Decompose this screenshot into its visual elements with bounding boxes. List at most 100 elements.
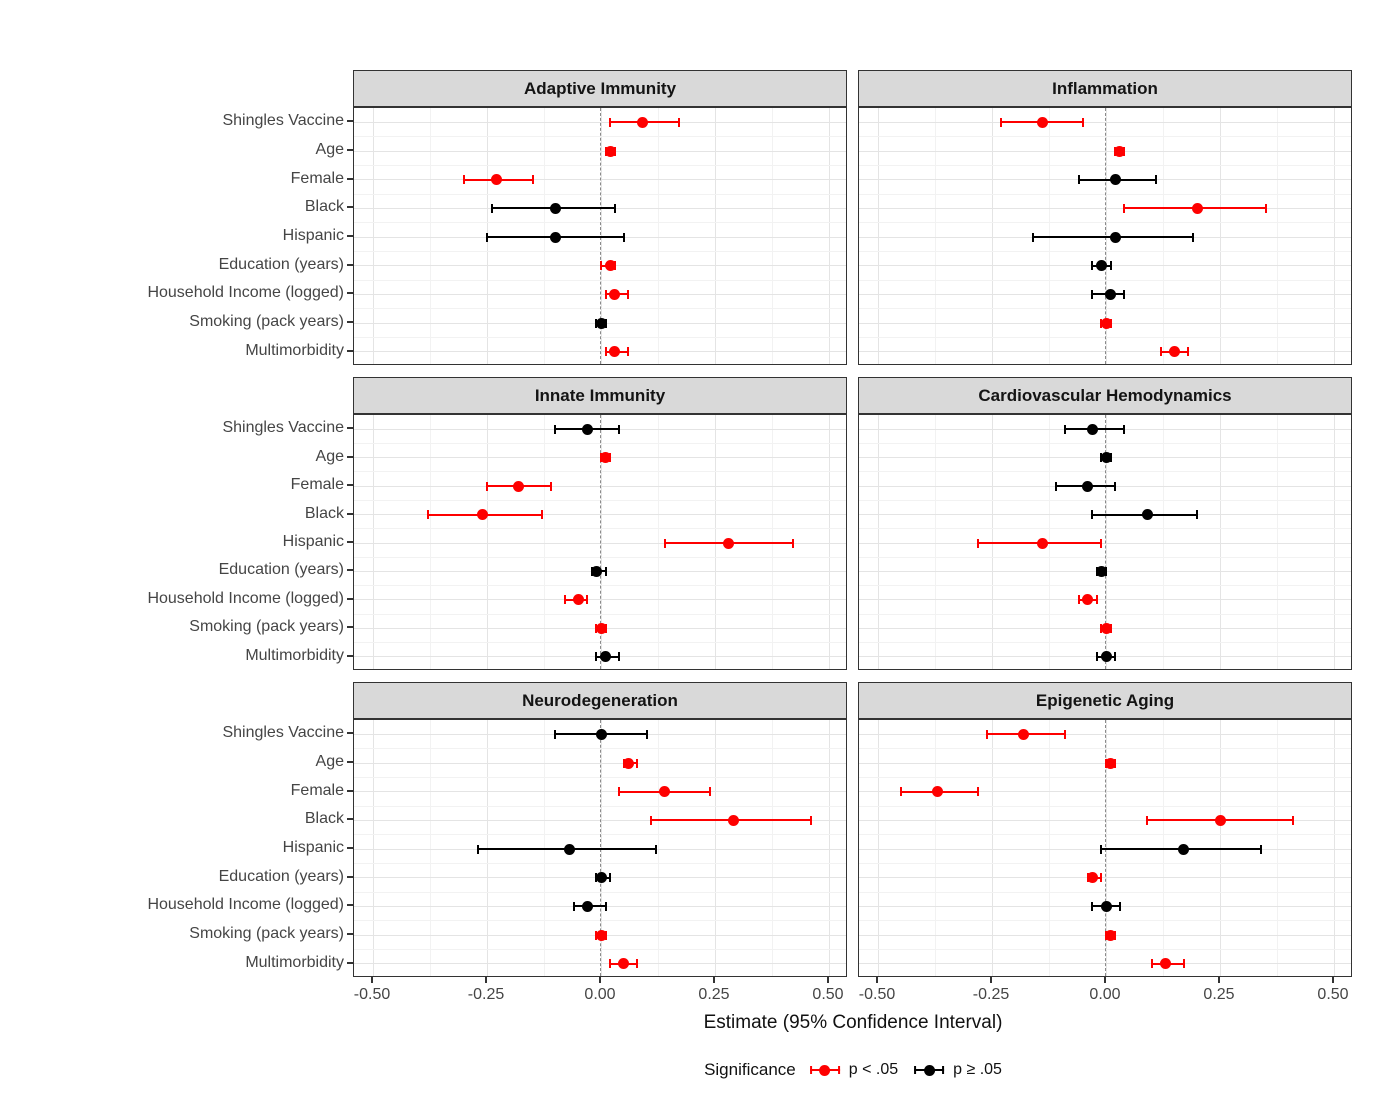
gridline-horizontal-minor [354,642,846,644]
y-axis-tick [347,818,353,821]
gridline-horizontal-minor [859,862,1351,864]
estimate-point [1086,872,1098,884]
ci-cap-high [627,347,630,357]
gridline-vertical-major [828,415,830,669]
ci-cap-low [572,901,575,911]
x-tick-label: 0.50 [812,986,844,1003]
estimate-point [723,537,735,549]
gridline-vertical-major [877,720,879,976]
ci-cap-low [1091,510,1094,520]
estimate-point [1086,423,1098,435]
estimate-point [931,786,943,798]
facet-title: Cardiovascular Hemodynamics [978,385,1232,405]
gridline-horizontal-major [354,485,846,487]
gridline-vertical-major [714,720,716,976]
facet-panel-neurodegeneration [353,719,847,977]
ci-cap-high [618,652,621,662]
gridline-horizontal-minor [859,279,1351,281]
ci-cap-low [600,261,602,271]
x-tick-label: -0.25 [467,986,505,1003]
x-axis-tick [1218,977,1220,983]
estimate-point [1100,900,1112,912]
x-axis-title: Estimate (95% Confidence Interval) [703,1012,1003,1033]
estimate-point [1095,565,1107,577]
gridline-horizontal-minor [859,250,1351,252]
ci-cap-high [604,566,607,576]
estimate-point [595,872,607,884]
gridline-horizontal-major [859,819,1351,821]
y-axis-tick [347,484,353,487]
y-axis-tick [347,292,353,295]
x-axis-tick [827,977,829,983]
estimate-point [549,202,561,214]
y-axis-tick [347,933,353,935]
gridline-horizontal-minor [354,556,846,558]
gridline-vertical-major [877,108,879,364]
x-tick-label: -0.25 [972,986,1010,1003]
ci-cap-high [677,117,680,127]
gridline-horizontal-major [354,762,846,764]
ci-cap-high [1187,347,1190,357]
gridline-vertical-minor [771,108,773,364]
ci-cap-high [613,203,616,213]
x-tick-label: -0.50 [353,986,391,1003]
gridline-vertical-major [1219,108,1221,364]
legend-glyph-cap-right [942,1066,945,1074]
gridline-vertical-major [877,415,879,669]
x-axis-tick [485,977,487,983]
ci-cap-low [1100,844,1103,854]
gridline-horizontal-major [354,293,846,295]
facet-title: Inflammation [1052,78,1158,98]
ci-cap-high [1123,289,1126,299]
y-axis-label: Hispanic [282,227,344,244]
y-axis-tick [347,541,353,543]
y-axis-tick [347,875,353,878]
estimate-point [600,651,612,663]
y-axis-label: Smoking (pack years) [189,313,344,330]
estimate-point [636,116,648,128]
ci-cap-low [1063,424,1066,434]
y-axis-tick [347,235,353,237]
ci-cap-low [604,289,607,299]
gridline-vertical-minor [657,415,659,669]
gridline-vertical-minor [934,415,936,669]
y-axis-label: Black [304,198,344,216]
ci-cap-low [1077,175,1080,185]
estimate-point [1082,480,1094,492]
x-tick-label: 0.25 [1203,986,1235,1003]
estimate-point [604,145,616,157]
facet-title: Adaptive Immunity [523,78,677,98]
y-axis-label: Hispanic [282,533,344,550]
gridline-horizontal-minor [354,891,846,893]
gridline-horizontal-minor [354,193,846,195]
y-axis-tick [347,626,353,629]
facet-strip-cardiovascular-hemodynamics: Cardiovascular Hemodynamics [858,377,1352,414]
gridline-horizontal-major [859,207,1351,209]
estimate-point [1036,537,1048,549]
estimate-point [1100,622,1112,634]
x-axis-tick [713,977,715,983]
facet-strip-neurodegeneration: Neurodegeneration [353,682,847,719]
ci-cap-high [1260,844,1263,854]
estimate-point [1105,929,1117,941]
gridline-horizontal-minor [354,164,846,166]
y-axis-tick [347,206,353,209]
ci-cap-low [986,729,989,739]
y-axis-tick [347,904,353,907]
gridline-vertical-major [714,108,716,364]
ci-cap-high [1123,424,1126,434]
x-tick-label: 0.00 [1089,986,1121,1003]
legend-item-not-significant: p ≥ .05 [914,1061,1002,1079]
ci-cap-low [563,595,566,605]
ci-cap-high [636,959,639,969]
y-axis-tick [347,569,353,572]
gridline-horizontal-minor [354,222,846,224]
estimate-point [595,929,607,941]
gridline-horizontal-minor [859,471,1351,473]
gridline-horizontal-major [859,121,1351,123]
y-axis-label: Smoking (pack years) [189,925,344,942]
x-axis-tick [990,977,992,983]
ci-cap-high [1114,652,1117,662]
estimate-point [549,231,561,243]
gridline-horizontal-major [859,877,1351,879]
